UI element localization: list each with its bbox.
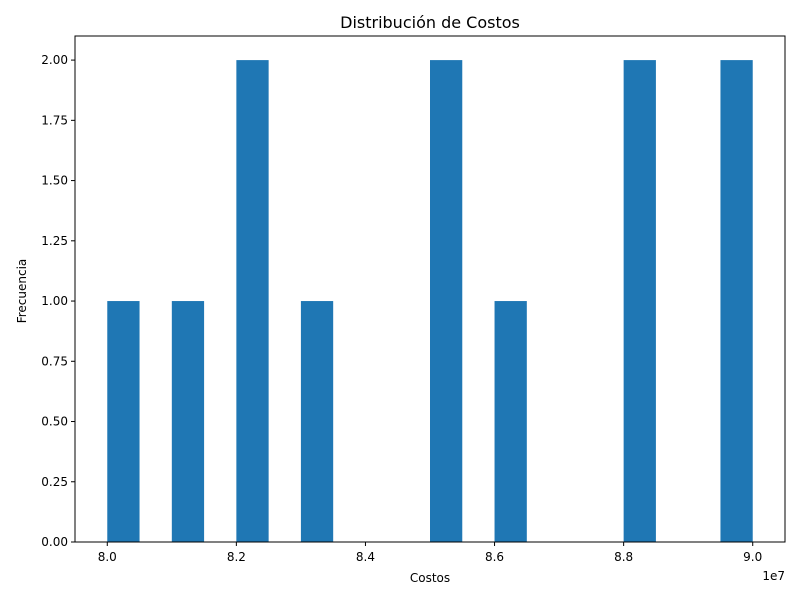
y-tick-label: 0.00 — [41, 535, 68, 549]
histogram-bar — [171, 301, 205, 542]
y-tick-label: 1.00 — [41, 294, 68, 308]
y-tick-label: 2.00 — [41, 53, 68, 67]
x-tick-label: 8.2 — [227, 550, 246, 564]
y-axis-label: Frecuencia — [15, 259, 29, 324]
x-tick-label: 8.0 — [98, 550, 117, 564]
histogram-bar — [236, 60, 269, 542]
histogram-bar — [430, 60, 463, 542]
x-tick-label: 9.0 — [743, 550, 762, 564]
x-tick-label: 8.4 — [356, 550, 375, 564]
y-tick-label: 1.50 — [41, 174, 68, 188]
x-axis-label: Costos — [410, 571, 450, 585]
y-tick-label: 1.25 — [41, 234, 68, 248]
y-tick-label: 0.50 — [41, 415, 68, 429]
x-tick-label: 8.6 — [485, 550, 504, 564]
histogram-bar — [623, 60, 656, 542]
plot-area: 8.0 8.2 8.4 8.6 8.8 9.0 0.00 0.25 0.50 0.75 1.00 1.… — [41, 35, 786, 564]
chart-title: Distribución de Costos — [340, 13, 520, 32]
y-tick-label: 0.25 — [41, 475, 68, 489]
x-axis-offset-label: 1e7 — [762, 569, 785, 583]
histogram-bar — [494, 301, 527, 542]
histogram-bar — [300, 301, 334, 542]
histogram-bar — [107, 301, 140, 542]
axes-frame — [74, 35, 786, 543]
x-tick-label: 8.8 — [614, 550, 633, 564]
y-tick-label: 1.75 — [41, 113, 68, 127]
y-tick-label: 0.75 — [41, 354, 68, 368]
histogram-bar — [720, 60, 753, 542]
